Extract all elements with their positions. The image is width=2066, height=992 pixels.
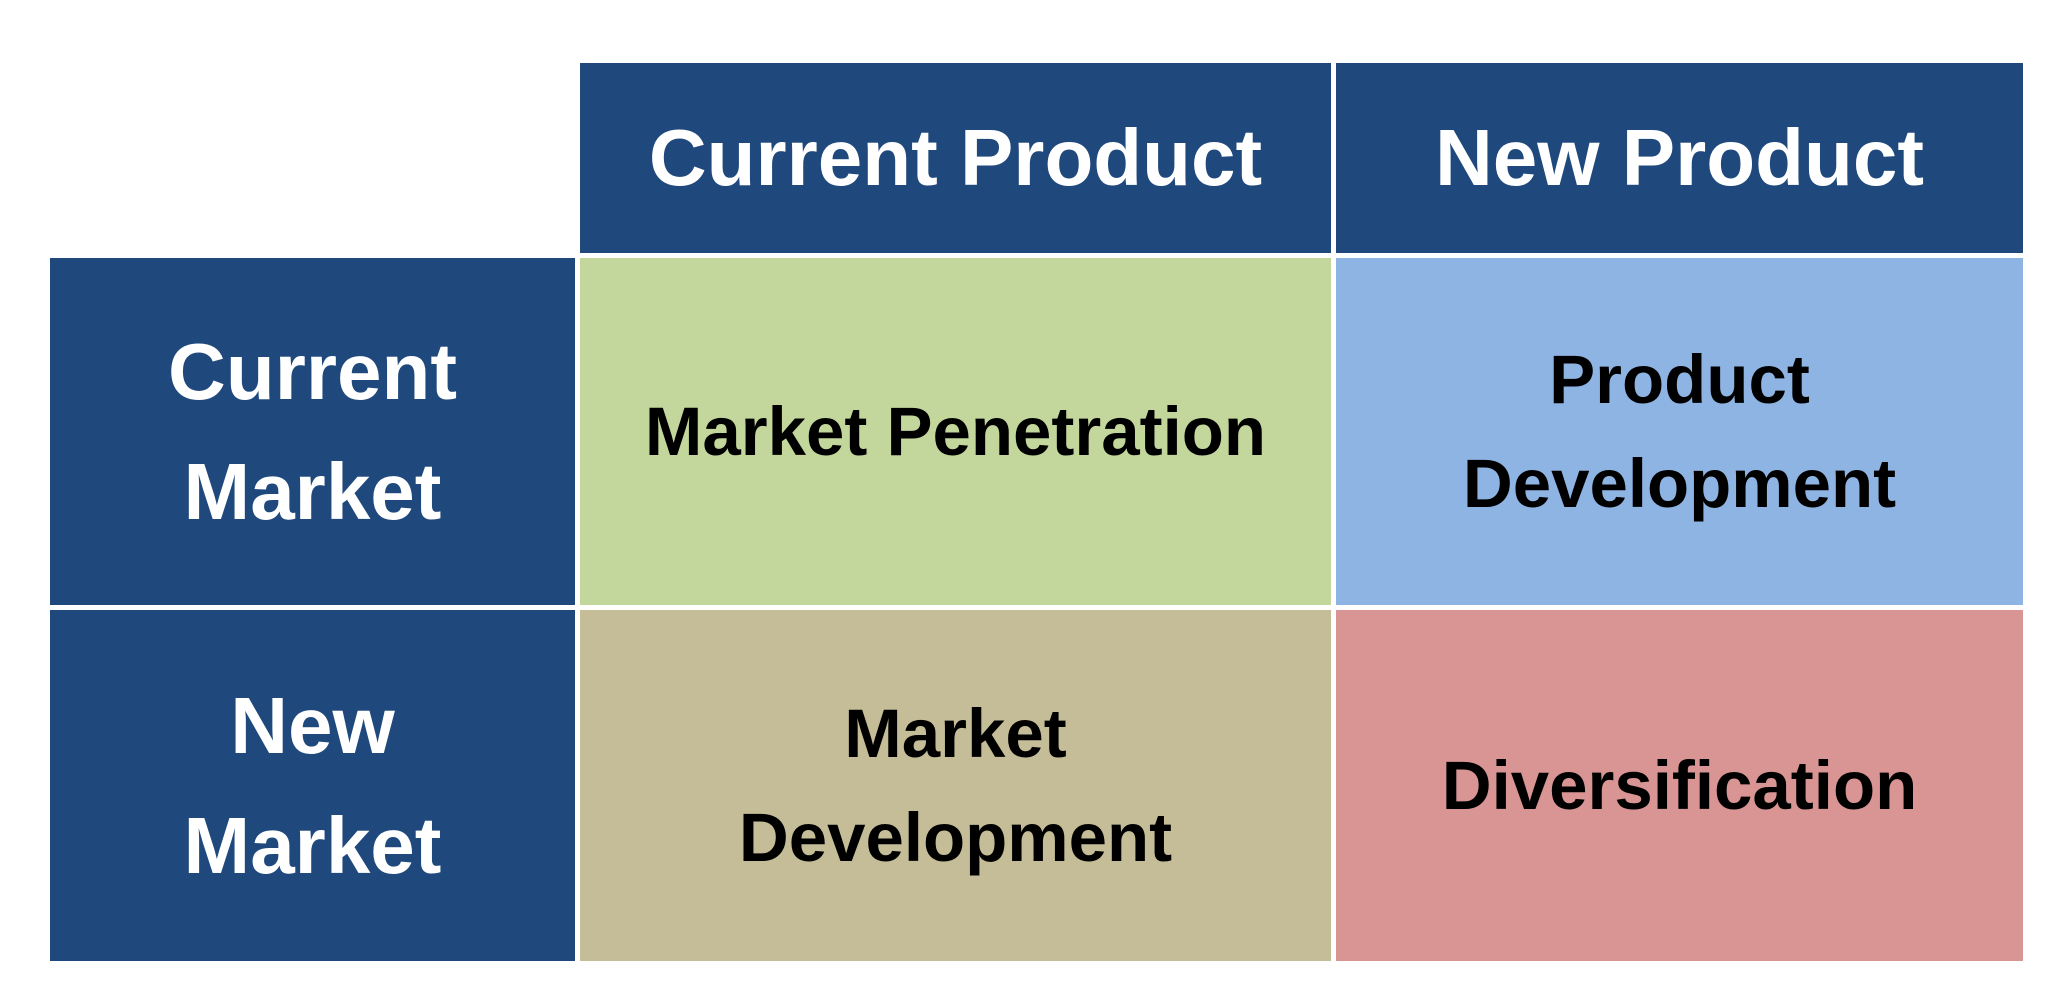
column-header-label: Current Product [648,113,1263,202]
quadrant-diversification: Diversification [1336,610,2023,961]
column-header-label: New Product [1435,113,1924,202]
row-header-new-market: New Market [50,610,575,961]
row-header-current-market: Current Market [50,258,575,605]
quadrant-label-line: Product [1549,341,1810,418]
quadrant-product-development: Product Development [1336,258,2023,605]
quadrant-label-line: Market Penetration [644,392,1267,470]
quadrant-label-line: Market [844,695,1067,772]
quadrant-market-penetration: Market Penetration [580,258,1331,605]
row-header-label-line: New [230,680,395,770]
quadrant-label-line: Diversification [1441,746,1918,824]
row-header-label-line: Current [168,326,457,416]
column-header-new-product: New Product [1336,63,2023,253]
quadrant-market-development: Market Development [580,610,1331,961]
quadrant-label-line: Development [1462,444,1897,522]
row-header-label-line: Market [183,446,442,536]
row-header-label-line: Market [183,800,442,890]
quadrant-label-line: Development [738,798,1173,876]
column-header-current-product: Current Product [580,63,1331,253]
